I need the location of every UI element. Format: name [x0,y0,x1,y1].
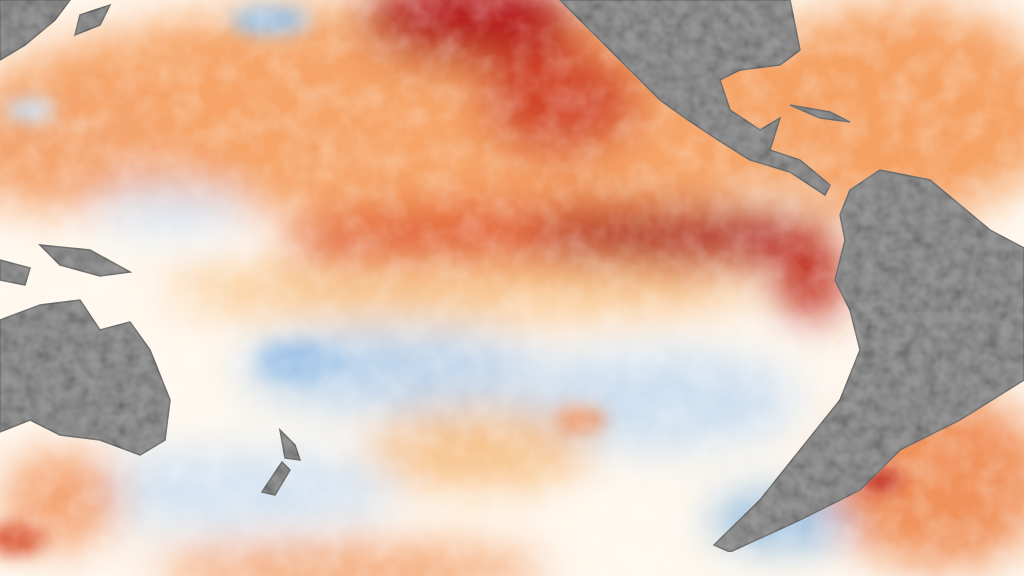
asia [0,0,71,61]
new-zealand-south [260,460,291,496]
cuba [789,104,851,123]
australia [0,299,171,456]
south-america [712,169,1024,553]
japan [73,3,112,37]
landmasses [0,0,1024,553]
new-guinea [37,244,133,277]
north-america [558,0,831,197]
new-zealand-north [278,427,302,461]
indonesia [0,259,31,286]
